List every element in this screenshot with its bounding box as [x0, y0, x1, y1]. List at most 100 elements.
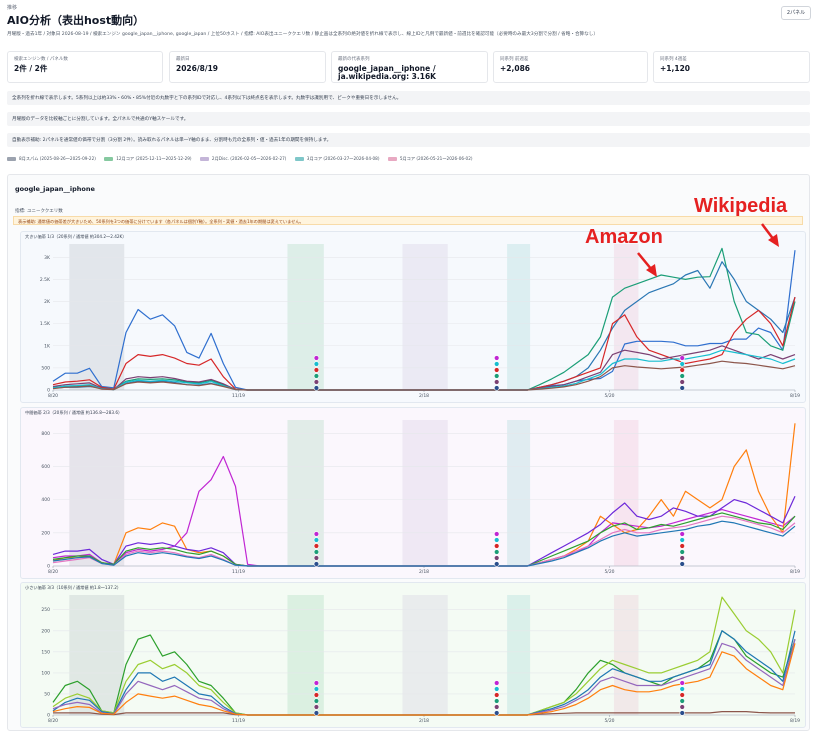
- x-tick-label: 5/20: [604, 393, 614, 399]
- card-value: +2,086: [500, 64, 531, 73]
- series-id-marker: [494, 686, 500, 692]
- summary-card-engines: 検索エンジン数 / パネル数 2件 / 2件: [7, 51, 163, 83]
- series-id-marker: [313, 555, 320, 561]
- x-tick-label: 11/19: [232, 569, 245, 575]
- info-note: 全系列を折れ線で表示します。5系列以上は約33%・60%・85%付近の丸数字と下…: [7, 91, 810, 105]
- legend-label: 12月コア (2025-12-11〜2025-12-29): [116, 156, 192, 161]
- legend-item: 3月コア (2026-03-27〜2026-04-08): [294, 156, 379, 162]
- legend-item: 2月Disc. (2026-02-05〜2026-02-27): [199, 156, 286, 162]
- card-label: 同系列 4週差: [660, 57, 687, 62]
- y-tick-label: 600: [41, 464, 50, 470]
- y-tick-label: 200: [41, 530, 50, 536]
- series-id-marker: [313, 692, 320, 698]
- legend-swatch: [294, 157, 304, 161]
- y-tick-label: 100: [41, 670, 50, 676]
- series-id-marker: [679, 686, 685, 692]
- y-tick-label: 800: [41, 431, 50, 437]
- x-tick-label: 8/19: [790, 718, 800, 724]
- series-id-marker: [313, 543, 320, 549]
- y-tick-label: 2.5K: [40, 277, 51, 283]
- series-id-marker: [679, 379, 685, 385]
- series-id-marker: [494, 379, 500, 385]
- series-id-marker: [313, 531, 320, 537]
- series-id-marker: [313, 549, 320, 555]
- series-id-marker: [494, 361, 500, 367]
- card-value: google_japan__iphone / ja.wikipedia.org:…: [338, 64, 436, 81]
- chart-panel-middle: 中間価帯 2/3（20系列 / 通常値 約136.8〜283.6） 0 200 40…: [20, 407, 806, 579]
- y-tick-label: 1.5K: [40, 321, 51, 327]
- series-id-marker: [494, 692, 500, 698]
- y-tick-label: 150: [41, 649, 50, 655]
- series-id-marker: [313, 385, 320, 391]
- update-window-band: [507, 420, 531, 566]
- update-window-band: [69, 420, 125, 566]
- update-window-band: [507, 244, 531, 390]
- chart-svg: 0 500 1K 1.5K 2K 2.5K 3K 8/20 11/19 2/18 5/20 8/19: [40, 244, 800, 399]
- card-value: 2026/8/19: [176, 64, 219, 73]
- update-window-band: [613, 595, 639, 715]
- series-id-marker: [679, 361, 685, 367]
- series-id-marker: [679, 367, 685, 373]
- y-tick-label: 50: [44, 691, 50, 697]
- summary-card-weekly-diff: 同系列 前週差 +2,086: [493, 51, 648, 83]
- y-tick-label: 0: [47, 564, 50, 570]
- card-label: 最新日: [176, 57, 190, 62]
- series-id-marker: [313, 680, 320, 686]
- update-window-band: [402, 595, 448, 715]
- series-id-marker: [679, 698, 685, 704]
- panel-count-button[interactable]: 2パネル: [781, 6, 811, 20]
- series-id-marker: [494, 355, 500, 361]
- y-tick-label: 3K: [44, 255, 51, 261]
- series-id-marker: [313, 537, 320, 543]
- series-id-marker: [494, 373, 500, 379]
- legend-swatch: [199, 157, 209, 161]
- series-line: [52, 643, 796, 716]
- amazon-annotation: Amazon: [585, 226, 663, 248]
- x-tick-label: 5/20: [604, 569, 614, 575]
- series-id-marker: [494, 537, 500, 543]
- update-window-band: [402, 420, 448, 566]
- chart-svg: 0 200 400 600 800 8/20 11/19 2/18 5/20 8/19: [41, 420, 800, 575]
- series-id-marker: [494, 680, 500, 686]
- series-id-marker: [494, 710, 500, 716]
- page-subtitle: 月曜版・過去1年 / 対象日 2026-08-19 / 検索エンジン googl…: [7, 32, 598, 37]
- series-id-marker: [313, 379, 320, 385]
- series-id-marker: [494, 561, 500, 567]
- series-id-marker: [313, 561, 320, 567]
- x-tick-label: 8/20: [48, 569, 58, 575]
- series-id-marker: [679, 704, 685, 710]
- update-window-band: [402, 244, 448, 390]
- y-tick-label: 250: [41, 607, 50, 613]
- y-tick-label: 0: [47, 713, 50, 719]
- series-id-marker: [494, 385, 500, 391]
- series-id-marker: [494, 549, 500, 555]
- info-note: 自動表示補助: 2パネルを通常値の価帯で分割（3分割 2件）。読み取れるパネルは…: [7, 133, 810, 147]
- series-id-marker: [313, 373, 320, 379]
- card-label: 同系列 前週差: [500, 57, 529, 62]
- legend-swatch: [387, 157, 397, 161]
- x-tick-label: 11/19: [232, 393, 245, 399]
- series-id-marker: [313, 355, 320, 361]
- warning-banner: 表示補助: 通常値の価帯差が大きいため、50系列を3つの価帯に分けています（各パ…: [13, 216, 803, 225]
- series-id-marker: [679, 373, 685, 379]
- x-tick-label: 5/20: [604, 718, 614, 724]
- series-id-marker: [679, 555, 685, 561]
- update-window-band: [507, 595, 531, 715]
- x-tick-label: 8/20: [48, 393, 58, 399]
- card-label: 最新の代表系列: [338, 57, 370, 62]
- x-tick-label: 2/18: [419, 569, 429, 575]
- series-id-marker: [313, 710, 320, 716]
- series-id-marker: [679, 543, 685, 549]
- legend-item: 5月コア (2026-05-21〜2026-06-02): [387, 156, 473, 162]
- series-id-marker: [679, 385, 685, 391]
- series-id-marker: [494, 704, 500, 710]
- series-id-marker: [494, 543, 500, 549]
- series-id-marker: [313, 367, 320, 373]
- summary-card-latest-date: 最新日 2026/8/19: [169, 51, 326, 83]
- y-tick-label: 200: [41, 628, 50, 634]
- series-line: [52, 360, 796, 391]
- info-note: 月曜版のデータを比較軸ごとに分割しています。全パネルで共通のY軸スケールです。: [7, 112, 810, 126]
- y-tick-label: 400: [41, 497, 50, 503]
- y-tick-label: 2K: [44, 299, 51, 305]
- series-id-marker: [494, 698, 500, 704]
